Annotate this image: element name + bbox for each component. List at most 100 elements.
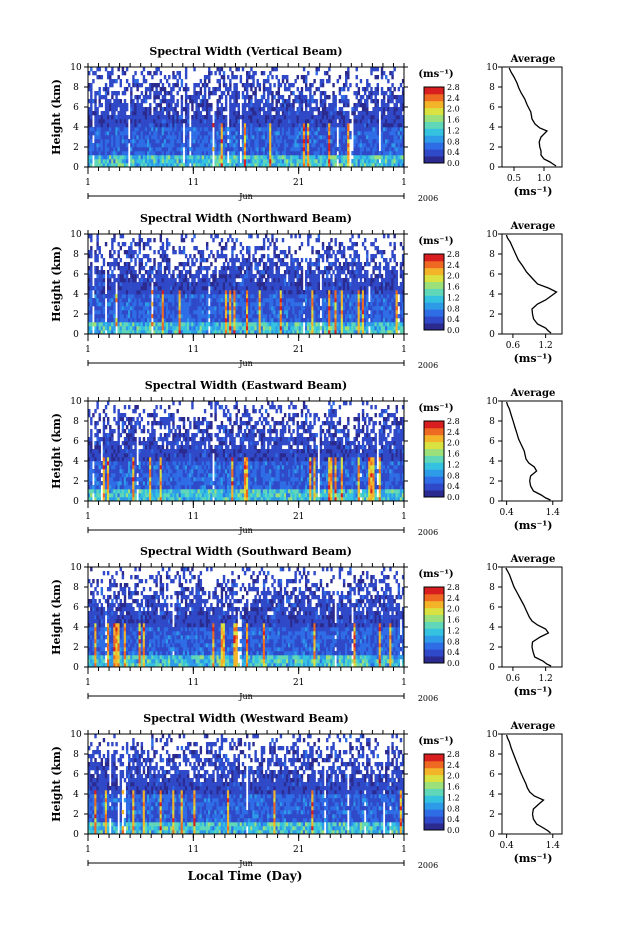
heatmap-cell (334, 119, 336, 123)
heatmap-cell (360, 131, 362, 135)
heatmap-cell (208, 294, 210, 298)
heatmap-cell (141, 318, 143, 322)
heatmap-cell (316, 286, 318, 290)
heatmap-cell (202, 258, 204, 262)
colorbar-tick-label: 1.2 (447, 126, 460, 135)
heatmap-cell (254, 107, 256, 111)
heatmap-cell (303, 143, 305, 147)
heatmap-cell (275, 155, 277, 159)
heatmap-cell (206, 83, 208, 87)
heatmap-cell (149, 322, 151, 326)
heatmap-cell (103, 298, 105, 302)
heatmap-cell (267, 111, 269, 115)
heatmap-cell (393, 111, 395, 115)
heatmap-cell (187, 87, 189, 91)
heatmap-cell (257, 262, 259, 266)
heatmap-cell (94, 119, 96, 123)
heatmap-cell (265, 314, 267, 318)
heatmap-cell (257, 83, 259, 87)
heatmap-cell (259, 139, 261, 143)
heatmap-cell (174, 159, 176, 163)
heatmap-cell (141, 322, 143, 326)
heatmap-cell (151, 314, 153, 318)
heatmap-cell (332, 147, 334, 151)
heatmap-cell (128, 294, 130, 298)
heatmap-cell (90, 298, 92, 302)
heatmap-cell (235, 238, 237, 242)
heatmap-cell (280, 286, 282, 290)
heatmap-cell (252, 83, 254, 87)
heatmap-cell (235, 282, 237, 286)
heatmap-cell (172, 310, 174, 314)
heatmap-cell (320, 270, 322, 274)
heatmap-cell (212, 294, 214, 298)
heatmap-cell (96, 290, 98, 294)
heatmap-cell (309, 99, 311, 103)
heatmap-cell (223, 131, 225, 135)
heatmap-cell (126, 250, 128, 254)
heatmap-cell (246, 83, 248, 87)
heatmap-cell (290, 107, 292, 111)
heatmap-cell (238, 310, 240, 314)
heatmap-cell (160, 266, 162, 270)
heatmap-cell (145, 286, 147, 290)
heatmap-cell (400, 95, 402, 99)
heatmap-cell (136, 87, 138, 91)
heatmap-cell (292, 123, 294, 127)
heatmap-cell (286, 286, 288, 290)
heatmap-cell (191, 155, 193, 159)
heatmap-cell (185, 87, 187, 91)
heatmap-cell (204, 119, 206, 123)
heatmap-cell (263, 135, 265, 139)
heatmap-cell (170, 278, 172, 282)
heatmap-cell (162, 314, 164, 318)
heatmap-cell (240, 302, 242, 306)
heatmap-cell (278, 258, 280, 262)
heatmap-cell (278, 274, 280, 278)
heatmap-cell (393, 119, 395, 123)
heatmap-cell (242, 91, 244, 95)
heatmap-cell (115, 123, 117, 127)
heatmap-cell (381, 135, 383, 139)
heatmap-cell (94, 103, 96, 107)
heatmap-cell (105, 83, 107, 87)
heatmap-cell (290, 314, 292, 318)
heatmap-cell (113, 139, 115, 143)
heatmap-cell (158, 278, 160, 282)
heatmap-cell (244, 294, 246, 298)
heatmap-cell (269, 306, 271, 310)
heatmap-cell (377, 119, 379, 123)
heatmap-cell (324, 139, 326, 143)
heatmap-cell (238, 306, 240, 310)
heatmap-cell (223, 290, 225, 294)
heatmap-cell (206, 294, 208, 298)
colorbar-segment (424, 108, 444, 115)
heatmap-cell (103, 123, 105, 127)
heatmap-cell (204, 159, 206, 163)
heatmap-cell (90, 159, 92, 163)
heatmap-cell (233, 302, 235, 306)
heatmap-cell (254, 266, 256, 270)
heatmap-cell (105, 115, 107, 119)
heatmap-cell (347, 147, 349, 151)
heatmap-cell (210, 250, 212, 254)
heatmap-cell (242, 246, 244, 250)
heatmap-cell (313, 306, 315, 310)
heatmap-cell (168, 131, 170, 135)
heatmap-cell (271, 234, 273, 238)
heatmap-cell (155, 294, 157, 298)
heatmap-cell (301, 115, 303, 119)
heatmap-cell (229, 270, 231, 274)
heatmap-cell (168, 294, 170, 298)
heatmap-cell (257, 266, 259, 270)
heatmap-cell (305, 119, 307, 123)
heatmap-cell (103, 155, 105, 159)
heatmap-cell (273, 294, 275, 298)
heatmap-cell (254, 123, 256, 127)
heatmap-cell (185, 282, 187, 286)
heatmap-cell (160, 119, 162, 123)
heatmap-cell (94, 294, 96, 298)
heatmap-cell (339, 119, 341, 123)
heatmap-cell (229, 119, 231, 123)
heatmap-cell (229, 159, 231, 163)
